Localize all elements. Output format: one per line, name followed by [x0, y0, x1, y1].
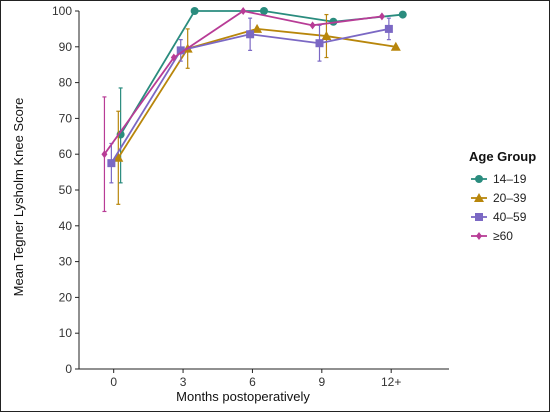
x-tick-label: 3 — [180, 375, 187, 389]
series-40–59 — [107, 17, 393, 184]
series-≥60 — [101, 7, 385, 213]
legend-item: ≥60 — [471, 229, 513, 243]
x-axis-label: Months postoperatively — [176, 389, 310, 404]
legend-label: 20–39 — [493, 191, 527, 205]
y-tick-label: 0 — [65, 362, 72, 376]
y-axis-label: Mean Tegner Lysholm Knee Score — [11, 98, 26, 297]
data-point — [390, 41, 401, 51]
y-tick-label: 20 — [59, 290, 73, 304]
series-line — [117, 27, 396, 159]
legend-item: 40–59 — [471, 210, 527, 224]
y-tick-label: 30 — [59, 255, 73, 269]
data-point — [170, 53, 177, 62]
data-point — [309, 21, 316, 30]
data-point — [260, 7, 268, 15]
legend-items: 14–19 20–39 40–59 ≥60 — [471, 172, 527, 243]
legend-item: 14–19 — [471, 172, 527, 186]
legend-marker — [475, 175, 483, 183]
y-tick-label: 60 — [59, 147, 73, 161]
data-point — [252, 23, 263, 33]
y-tick-label: 100 — [52, 4, 72, 18]
legend-label: 40–59 — [493, 210, 527, 224]
legend-title: Age Group — [469, 149, 536, 164]
y-tick-label: 10 — [59, 326, 73, 340]
data-point — [398, 10, 407, 19]
legend-label: 14–19 — [493, 172, 527, 186]
data-point — [384, 24, 393, 33]
data-point — [321, 31, 332, 41]
legend-marker — [474, 193, 484, 202]
series-20–39 — [113, 13, 401, 205]
data-point — [107, 159, 116, 168]
data-point — [176, 46, 185, 55]
y-tick-label: 70 — [59, 111, 73, 125]
x-tick-label: 12+ — [381, 375, 401, 389]
x-tick-label: 6 — [249, 375, 256, 389]
y-tick-label: 50 — [59, 183, 73, 197]
data-point — [240, 7, 247, 15]
x-tick-label: 0 — [110, 375, 117, 389]
y-tick-label: 90 — [59, 40, 73, 54]
legend: Age Group 14–19 20–39 40–59 ≥60 — [469, 149, 536, 243]
x-axis: 0 3 6 9 12+ — [79, 368, 449, 389]
data-point — [315, 39, 324, 48]
legend-marker — [476, 232, 482, 240]
data-point — [378, 12, 385, 21]
data-point — [101, 150, 108, 159]
data-point — [246, 30, 255, 39]
x-tick-label: 9 — [318, 375, 325, 389]
data-point — [190, 7, 199, 15]
y-tick-label: 40 — [59, 219, 73, 233]
legend-label: ≥60 — [493, 229, 513, 243]
y-tick-label: 80 — [59, 76, 73, 90]
y-axis: 0 10 20 30 40 50 60 70 80 90 100 — [52, 4, 80, 376]
data-point — [113, 152, 124, 162]
legend-item: 20–39 — [471, 191, 527, 205]
legend-marker — [475, 213, 483, 221]
series-layer — [101, 7, 407, 213]
